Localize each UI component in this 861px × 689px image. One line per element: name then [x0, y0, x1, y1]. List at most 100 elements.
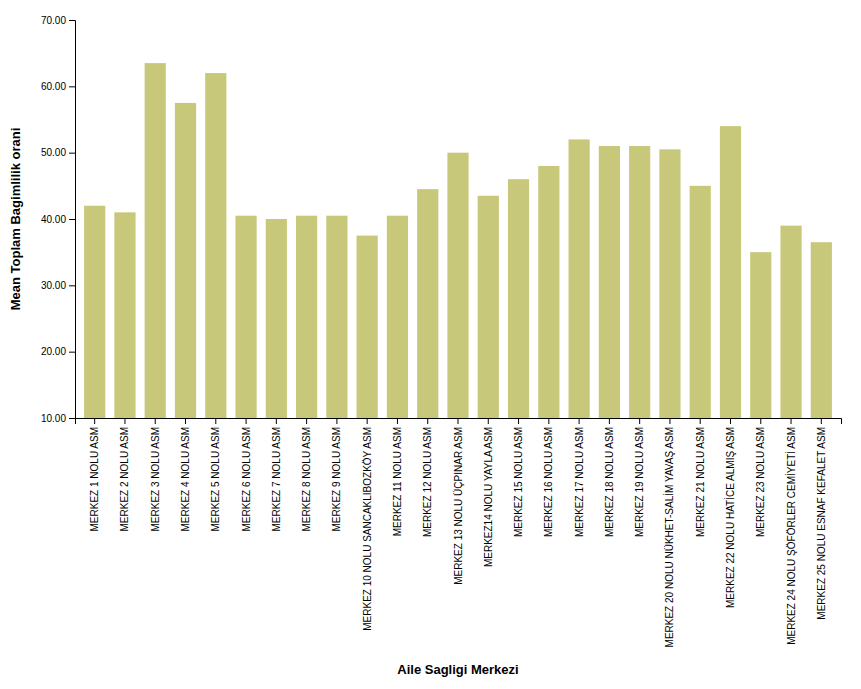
x-tick-label: MERKEZ 4 NOLU ASM [180, 427, 191, 531]
x-tick-label: MERKEZ 5 NOLU ASM [210, 427, 221, 531]
bar [84, 206, 105, 418]
bar [326, 216, 347, 418]
x-tick-label: MERKEZ 20 NOLU NÜKHET-SALİM YAVAŞ ASM [663, 427, 675, 647]
x-tick-label: MERKEZ 2 NOLU ASM [119, 427, 130, 531]
x-tick: MERKEZ 17 NOLU ASM [574, 418, 585, 537]
x-tick-mark [94, 418, 95, 424]
y-tick-label: 70.00 [41, 15, 66, 26]
x-axis-line [76, 419, 842, 425]
x-tick-label: MERKEZ 15 NOLU ASM [513, 427, 524, 537]
x-tick: MERKEZ 8 NOLU ASM [301, 418, 312, 531]
x-tick-label: MERKEZ 12 NOLU ASM [422, 427, 433, 537]
bar [447, 153, 468, 418]
x-tick: MERKEZ 3 NOLU ASM [150, 418, 161, 531]
x-tick-label: MERKEZ 3 NOLU ASM [150, 427, 161, 531]
y-axis: 10.0020.0030.0040.0050.0060.0070.00 [41, 15, 76, 424]
x-tick-mark [760, 418, 761, 424]
x-tick-label: MERKEZ 6 NOLU ASM [241, 427, 252, 531]
bar [417, 189, 438, 418]
bar [720, 126, 741, 418]
bar [114, 212, 135, 418]
x-tick: MERKEZ 18 NOLU ASM [604, 418, 615, 537]
x-tick-mark [336, 418, 337, 424]
y-tick-label: 40.00 [41, 214, 66, 225]
x-tick: MERKEZ 1 NOLU ASM [89, 418, 100, 531]
x-tick-label: MERKEZ 21 NOLU ASM [695, 427, 706, 537]
y-tick-mark [69, 20, 75, 21]
x-tick: MERKEZ 16 NOLU ASM [543, 418, 554, 537]
x-tick-mark [155, 418, 156, 424]
y-tick-mark [69, 352, 75, 353]
y-tick-mark [69, 86, 75, 87]
y-tick-label: 60.00 [41, 81, 66, 92]
x-tick: MERKEZ 2 NOLU ASM [119, 418, 130, 531]
x-tick: MERKEZ 23 NOLU ASM [755, 418, 766, 537]
plot: 10.0020.0030.0040.0050.0060.0070.00MERKE… [41, 15, 842, 648]
x-tick-label: MERKEZ 8 NOLU ASM [301, 427, 312, 531]
x-tick-label: MERKEZ 9 NOLU ASM [331, 427, 342, 531]
bar [175, 103, 196, 418]
bar [690, 186, 711, 418]
x-tick: MERKEZ 6 NOLU ASM [241, 418, 252, 531]
x-tick-label: MERKEZ 16 NOLU ASM [543, 427, 554, 537]
x-tick-mark [609, 418, 610, 424]
bar [235, 216, 256, 418]
bar [266, 219, 287, 418]
y-tick: 40.00 [41, 214, 75, 225]
x-tick-mark [730, 418, 731, 424]
x-tick-label: MERKEZ 23 NOLU ASM [755, 427, 766, 537]
x-axis-title: Aile Sagligi Merkezi [397, 662, 518, 677]
x-tick-mark [276, 418, 277, 424]
y-axis-line [69, 21, 76, 419]
bar [296, 216, 317, 418]
x-tick-mark [124, 418, 125, 424]
x-tick-label: MERKEZ 11 NOLU ASM [392, 427, 403, 536]
y-tick: 10.00 [41, 413, 75, 424]
x-tick-mark [518, 418, 519, 424]
x-tick-label: MERKEZ 25 NOLU ESNAF KEFALET ASM [816, 427, 827, 620]
bar [780, 226, 801, 418]
y-tick-label: 10.00 [41, 413, 66, 424]
bar [357, 236, 378, 418]
bars [84, 63, 832, 418]
y-tick-mark [69, 153, 75, 154]
bar [205, 73, 226, 418]
y-tick-mark [69, 418, 75, 419]
x-tick: MERKEZ14 NOLU YAYLA ASM [483, 418, 494, 567]
x-tick: MERKEZ 10 NOLU SANCAKLIBOZKÖY ASM [362, 418, 373, 631]
x-tick-label: MERKEZ 19 NOLU ASM [634, 427, 645, 537]
y-tick: 50.00 [41, 147, 75, 158]
x-tick: MERKEZ 21 NOLU ASM [695, 418, 706, 537]
x-tick-label: MERKEZ 24 NOLU ŞÖFÖRLER CEMİYETİ ASM [785, 427, 797, 645]
x-tick: MERKEZ 15 NOLU ASM [513, 418, 524, 537]
y-tick: 60.00 [41, 81, 75, 92]
x-tick-mark [488, 418, 489, 424]
x-tick: MERKEZ 12 NOLU ASM [422, 418, 433, 537]
x-tick-label: MERKEZ 1 NOLU ASM [89, 427, 100, 531]
x-tick-mark [427, 418, 428, 424]
bar [508, 179, 529, 418]
x-tick-mark [821, 418, 822, 424]
x-tick-mark [639, 418, 640, 424]
x-tick-mark [700, 418, 701, 424]
bar [387, 216, 408, 418]
bar [478, 196, 499, 418]
x-tick-label: MERKEZ 17 NOLU ASM [574, 427, 585, 537]
x-tick-label: MERKEZ14 NOLU YAYLA ASM [483, 427, 494, 567]
y-axis-title: Mean Toplam Bagimlilik orani [8, 128, 23, 311]
x-tick: MERKEZ 13 NOLU ÜÇPINAR ASM [453, 418, 464, 585]
x-tick-label: MERKEZ 10 NOLU SANCAKLIBOZKÖY ASM [362, 427, 373, 631]
chart: 10.0020.0030.0040.0050.0060.0070.00MERKE… [0, 0, 861, 689]
x-tick-mark [548, 418, 549, 424]
x-tick-mark [367, 418, 368, 424]
x-tick: MERKEZ 7 NOLU ASM [271, 418, 282, 531]
x-tick: MERKEZ 25 NOLU ESNAF KEFALET ASM [816, 418, 827, 620]
x-tick-mark [458, 418, 459, 424]
x-tick-label: MERKEZ 18 NOLU ASM [604, 427, 615, 537]
x-tick: MERKEZ 20 NOLU NÜKHET-SALİM YAVAŞ ASM [663, 418, 675, 647]
x-tick: MERKEZ 24 NOLU ŞÖFÖRLER CEMİYETİ ASM [785, 418, 797, 645]
bar [659, 149, 680, 418]
x-tick-mark [579, 418, 580, 424]
x-tick-mark [185, 418, 186, 424]
x-tick: MERKEZ 19 NOLU ASM [634, 418, 645, 537]
